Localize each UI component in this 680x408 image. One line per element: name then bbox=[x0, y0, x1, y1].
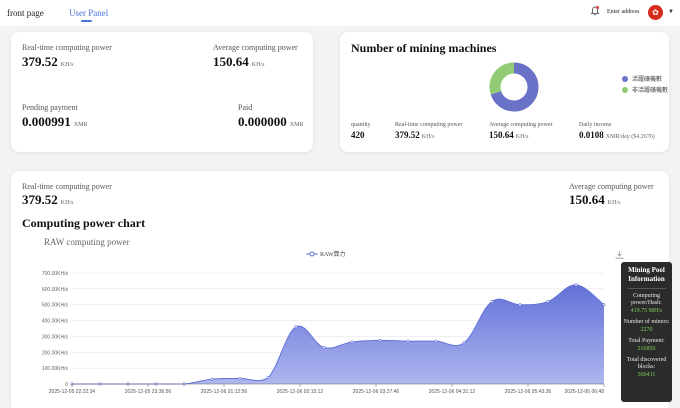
quantity-value: 420 bbox=[351, 130, 365, 140]
data-point bbox=[434, 339, 438, 343]
data-point bbox=[322, 346, 326, 350]
active-tab-indicator bbox=[81, 20, 92, 22]
pending-payment-value: 0.000991 XMR bbox=[22, 114, 88, 129]
y-tick-label: 400.00KH/s bbox=[42, 319, 69, 325]
pool-blocks-label: Total discovered blocks: bbox=[626, 357, 667, 370]
legend-series-label: RAW算力 bbox=[320, 252, 346, 258]
pool-title: Mining Pool Information bbox=[628, 266, 665, 283]
chevron-down-icon[interactable]: ▼ bbox=[668, 9, 674, 15]
card2-realtime-value: 379.52 KH/s bbox=[395, 130, 435, 140]
data-point bbox=[350, 340, 354, 344]
enter-address-link[interactable]: Enter address bbox=[607, 9, 640, 15]
pool-hash-value: 419.75 MH/s bbox=[630, 308, 663, 314]
legend-active-dot bbox=[622, 75, 628, 82]
chart-legend[interactable]: RAW算力 bbox=[306, 249, 346, 258]
card3-realtime-label: Real-time computing power bbox=[22, 182, 112, 191]
top-navigation-bar: front page User Panel Enter address ✿ ▼ bbox=[0, 0, 680, 26]
card3-average-label: Average computing power bbox=[569, 182, 654, 191]
data-point bbox=[406, 339, 410, 343]
card3-average-value: 150.64 KH/s bbox=[569, 192, 621, 207]
pool-blocks-value: 366411 bbox=[637, 372, 656, 378]
legend-line-icon bbox=[306, 251, 318, 256]
paid-value: 0.000000 XMR bbox=[238, 114, 304, 129]
card2-average-label: Average computing power bbox=[489, 122, 553, 128]
notification-dot bbox=[596, 6, 599, 9]
x-tick-label: 2025-12-06 03:27:46 bbox=[353, 389, 400, 395]
x-tick-label: 2025-12-06 05:43:36 bbox=[505, 389, 552, 395]
pool-payment-label: Total Payment: bbox=[628, 338, 665, 344]
data-point bbox=[546, 300, 550, 304]
paid-label: Paid bbox=[238, 103, 253, 112]
data-point bbox=[574, 283, 578, 287]
pool-miners-value: 2270 bbox=[640, 327, 653, 333]
series-area bbox=[72, 284, 604, 384]
legend-active-label: 活躍礦機數 bbox=[632, 77, 663, 83]
daily-income-value: 0.0108 XMR/day ($4.2676) bbox=[579, 130, 655, 140]
pool-hash-label: Computing power/Hash: bbox=[631, 293, 662, 306]
y-tick-label: 0 bbox=[65, 382, 68, 388]
hong-kong-flag-icon[interactable]: ✿ bbox=[648, 5, 663, 20]
computing-power-area-chart: 0 100.00KH/s 200.00KH/s 300.00KH/s 400.00KH/… bbox=[42, 271, 606, 395]
card2-realtime-label: Real-time computing power bbox=[395, 122, 463, 128]
y-tick-label: 200.00KH/s bbox=[42, 350, 69, 356]
pool-payment-value: 316856 bbox=[637, 346, 656, 352]
pending-payment-label: Pending payment bbox=[22, 103, 78, 112]
card2-average-value: 150.64 KH/s bbox=[489, 130, 529, 140]
y-tick-label: 500.00KH/s bbox=[42, 303, 69, 309]
nav-front-page[interactable]: front page bbox=[7, 8, 44, 18]
y-tick-label: 700.00KH/s bbox=[42, 271, 69, 277]
data-point bbox=[490, 300, 494, 304]
data-point bbox=[462, 341, 466, 345]
daily-income-label: Daily income bbox=[579, 122, 612, 128]
pool-miners-label: Number of miners: bbox=[623, 319, 670, 325]
data-point bbox=[518, 303, 522, 307]
donut-inactive-segment[interactable] bbox=[489, 62, 539, 112]
pool-divider bbox=[627, 288, 666, 289]
x-tick-label: 2025-12-05 22:22:34 bbox=[49, 389, 96, 395]
nav-user-panel[interactable]: User Panel bbox=[69, 8, 109, 18]
chart-heading: Computing power chart bbox=[22, 216, 146, 230]
average-power-label: Average computing power bbox=[213, 43, 298, 52]
download-icon[interactable] bbox=[615, 250, 624, 259]
data-point bbox=[602, 303, 606, 307]
quantity-label: quantity bbox=[351, 122, 371, 128]
x-tick-label: 2025-12-06 01:12:56 bbox=[201, 389, 248, 395]
realtime-power-value: 379.52 KH/s bbox=[22, 54, 74, 69]
x-tick-label: 2025-12-05 23:36:56 bbox=[125, 389, 172, 395]
mining-machines-card bbox=[340, 32, 669, 152]
x-tick-label: 2025-12-06 04:31:12 bbox=[429, 389, 476, 395]
average-power-value: 150.64 KH/s bbox=[213, 54, 265, 69]
account-summary-card bbox=[11, 32, 313, 152]
machines-donut-chart bbox=[489, 62, 539, 112]
legend-active-machines[interactable]: 活躍礦機數 bbox=[622, 74, 662, 83]
data-point bbox=[294, 325, 298, 329]
y-tick-label: 600.00KH/s bbox=[42, 287, 69, 293]
data-point bbox=[378, 338, 382, 342]
legend-inactive-dot bbox=[622, 86, 628, 93]
data-point bbox=[238, 376, 242, 380]
mining-machines-title: Number of mining machines bbox=[351, 41, 497, 55]
card3-realtime-value: 379.52 KH/s bbox=[22, 192, 74, 207]
y-tick-label: 300.00KH/s bbox=[42, 334, 69, 340]
legend-inactive-label: 非活躍礦機數 bbox=[632, 88, 669, 94]
y-tick-label: 100.00KH/s bbox=[42, 366, 69, 372]
mining-pool-info-panel: Mining Pool Information Computing power/… bbox=[621, 262, 672, 402]
x-tick-label: 2025-12-06 06:48 bbox=[565, 389, 605, 395]
realtime-power-label: Real-time computing power bbox=[22, 43, 112, 52]
chart-subtitle: RAW computing power bbox=[44, 237, 130, 247]
legend-inactive-machines[interactable]: 非活躍礦機數 bbox=[622, 85, 668, 94]
data-point bbox=[266, 376, 270, 380]
x-tick-label: 2025-12-06 02:15:12 bbox=[277, 389, 324, 395]
data-point bbox=[210, 377, 214, 381]
